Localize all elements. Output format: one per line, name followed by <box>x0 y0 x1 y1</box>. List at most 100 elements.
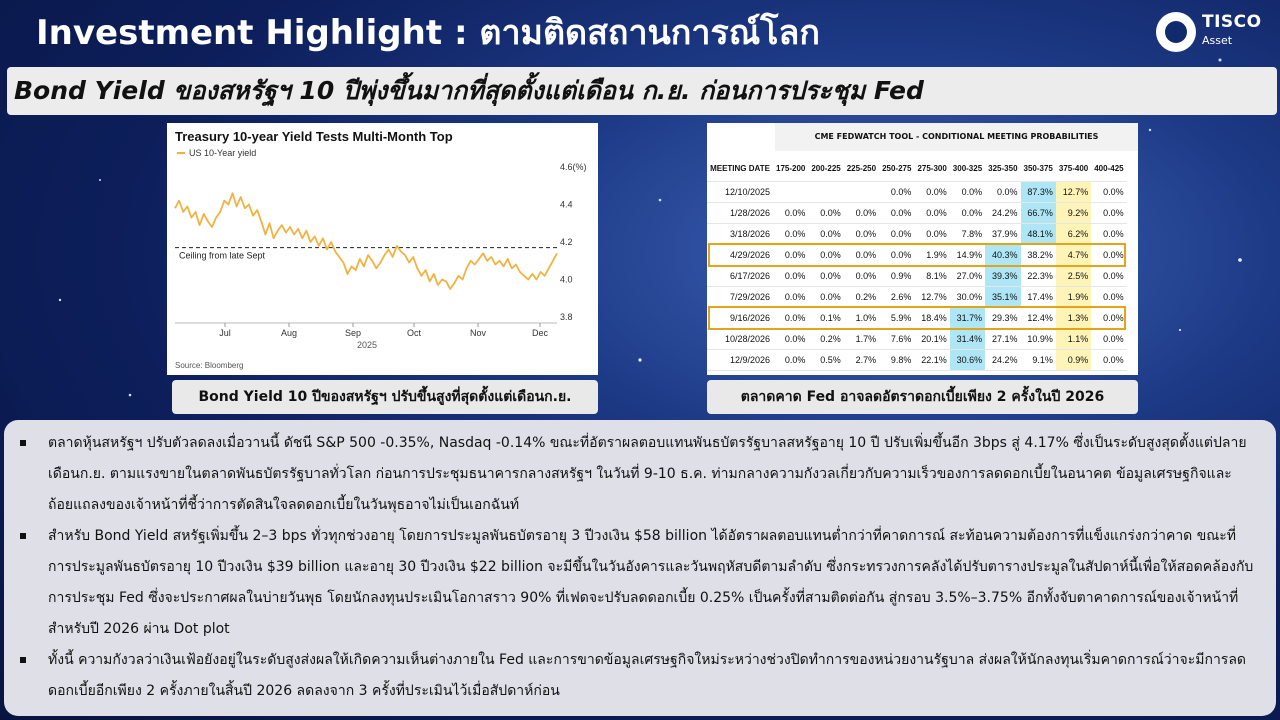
probability-cell: 2.6% <box>879 286 915 308</box>
probability-cell: 38.2% <box>1020 244 1056 266</box>
probability-cell: 22.3% <box>1020 265 1056 287</box>
probability-cell: 0.0% <box>879 223 915 245</box>
probability-cell: 12.7% <box>1055 181 1092 203</box>
fedwatch-column-header: 250-275 <box>879 155 915 182</box>
x-tick-label: Aug <box>281 328 297 338</box>
probability-cell: 0.0% <box>949 181 986 203</box>
fedwatch-row: 4/29/2026 0.0% 0.0% 0.0% 0.0% 1.9% 14.9% 40.3% 3… <box>707 244 1127 266</box>
probability-cell: 12.4% <box>1020 307 1056 329</box>
probability-cell: 0.0% <box>773 202 809 224</box>
probability-cell: 48.1% <box>1020 223 1056 245</box>
probability-cell <box>843 181 880 203</box>
meeting-date-cell: 6/17/2026 <box>707 265 773 287</box>
probability-cell: 27.1% <box>985 328 1021 350</box>
probability-cell: 10.9% <box>1020 328 1056 350</box>
logo-sub: Asset <box>1202 34 1233 47</box>
meeting-date-cell: 4/29/2026 <box>707 244 773 266</box>
fedwatch-table: MEETING DATE 175-200 200-225 225-250 250-275… <box>707 155 1127 371</box>
probability-cell: 24.2% <box>985 349 1021 371</box>
fedwatch-column-header: 175-200 <box>773 155 809 182</box>
bullet-item: ทั้งนี้ ความกังวลว่าเงินเฟ้อยังอยู่ในระด… <box>18 645 1256 707</box>
bullet-item: ตลาดหุ้นสหรัฐฯ ปรับตัวลดลงเมื่อวานนี้ ดั… <box>18 428 1256 521</box>
probability-cell: 66.7% <box>1020 202 1056 224</box>
probability-cell: 0.0% <box>1091 202 1127 224</box>
yield-chart-svg: Treasury 10-year Yield Tests Multi-Month… <box>174 129 587 370</box>
probability-cell: 0.0% <box>914 181 950 203</box>
probability-cell: 0.0% <box>1091 181 1127 203</box>
probability-cell: 0.0% <box>914 202 950 224</box>
probability-cell: 14.9% <box>949 244 986 266</box>
probability-cell: 1.3% <box>1055 307 1092 329</box>
probability-cell: 0.0% <box>1091 265 1127 287</box>
probability-cell: 0.0% <box>773 265 809 287</box>
fedwatch-title: CME FEDWATCH TOOL - CONDITIONAL MEETING … <box>775 123 1138 151</box>
headline-bar: Bond Yield ของสหรัฐฯ 10 ปีพุ่งขึ้นมากที่… <box>7 67 1277 115</box>
bullet-list: ตลาดหุ้นสหรัฐฯ ปรับตัวลดลงเมื่อวานนี้ ดั… <box>4 420 1276 716</box>
fedwatch-column-header: 275-300 <box>914 155 950 182</box>
fedwatch-row: 12/10/2025 0.0% 0.0% 0.0% 0.0% 87.3% 12.7% 0.0% <box>707 181 1127 203</box>
fedwatch-column-header: MEETING DATE <box>707 155 773 182</box>
probability-cell: 0.0% <box>773 223 809 245</box>
probability-cell: 35.1% <box>985 286 1021 308</box>
chart-title: Treasury 10-year Yield Tests Multi-Month… <box>175 129 453 144</box>
x-tick-label: Sep <box>345 328 361 338</box>
probability-cell: 0.0% <box>879 202 915 224</box>
fedwatch-column-header: 375-400 <box>1055 155 1092 182</box>
fedwatch-row: 9/16/2026 0.0% 0.1% 1.0% 5.9% 18.4% 31.7% 29.3%… <box>707 307 1127 329</box>
probability-cell: 2.5% <box>1055 265 1092 287</box>
probability-cell: 18.4% <box>914 307 950 329</box>
fedwatch-row: 10/28/2026 0.0% 0.2% 1.7% 7.6% 20.1% 31.4% 27.1… <box>707 328 1127 350</box>
probability-cell: 31.7% <box>949 307 986 329</box>
fedwatch-column-header: 325-350 <box>985 155 1021 182</box>
y-tick-label: 4.0 <box>560 275 573 285</box>
headline-text: Bond Yield ของสหรัฐฯ 10 ปีพุ่งขึ้นมากที่… <box>14 76 924 105</box>
probability-cell: 0.0% <box>1091 328 1127 350</box>
y-tick-label: 4.4 <box>560 200 573 210</box>
legend-label: US 10-Year yield <box>189 148 256 158</box>
bullet-item: สำหรับ Bond Yield สหรัฐเพิ่มขึ้น 2–3 bps… <box>18 521 1256 645</box>
x-year-label: 2025 <box>357 340 377 350</box>
probability-cell: 0.0% <box>1091 307 1127 329</box>
meeting-date-cell: 7/29/2026 <box>707 286 773 308</box>
probability-cell: 17.4% <box>1020 286 1056 308</box>
probability-cell: 0.1% <box>808 307 844 329</box>
probability-cell: 9.8% <box>879 349 915 371</box>
probability-cell: 12.7% <box>914 286 950 308</box>
probability-cell: 37.9% <box>985 223 1021 245</box>
probability-cell: 1.9% <box>914 244 950 266</box>
fedwatch-column-header: 400-425 <box>1091 155 1127 182</box>
reference-line-label: Ceiling from late Sept <box>179 251 266 261</box>
probability-cell: 9.2% <box>1055 202 1092 224</box>
probability-cell: 0.0% <box>1091 286 1127 308</box>
probability-cell: 1.1% <box>1055 328 1092 350</box>
yield-series-line <box>174 192 558 290</box>
y-unit-label: 4.6(%) <box>560 162 587 172</box>
x-tick-label: Nov <box>470 328 487 338</box>
probability-cell: 24.2% <box>985 202 1021 224</box>
probability-cell: 0.2% <box>843 286 880 308</box>
probability-cell: 20.1% <box>914 328 950 350</box>
meeting-date-cell: 3/18/2026 <box>707 223 773 245</box>
chart-caption: Bond Yield 10 ปีของสหรัฐฯ ปรับขึ้นสูงที่… <box>172 380 598 414</box>
probability-cell: 2.7% <box>843 349 880 371</box>
probability-cell: 8.1% <box>914 265 950 287</box>
probability-cell: 1.0% <box>843 307 880 329</box>
probability-cell: 27.0% <box>949 265 986 287</box>
meeting-date-cell: 12/10/2025 <box>707 181 773 203</box>
probability-cell: 31.4% <box>949 328 986 350</box>
probability-cell: 0.0% <box>879 181 915 203</box>
fedwatch-row: 6/17/2026 0.0% 0.0% 0.0% 0.9% 8.1% 27.0% 39.3% 2… <box>707 265 1127 287</box>
x-tick-label: Jul <box>219 328 231 338</box>
probability-cell: 0.0% <box>773 244 809 266</box>
yield-chart: Treasury 10-year Yield Tests Multi-Month… <box>167 123 598 375</box>
logo-name: TISCO <box>1202 12 1262 32</box>
probability-cell: 29.3% <box>985 307 1021 329</box>
fedwatch-column-header: 200-225 <box>808 155 844 182</box>
fedwatch-row: 3/18/2026 0.0% 0.0% 0.0% 0.0% 0.0% 7.8% 37.9% 48… <box>707 223 1127 245</box>
probability-cell: 87.3% <box>1020 181 1056 203</box>
page-title: Investment Highlight : ตามติดสถานการณ์โล… <box>36 13 820 53</box>
probability-cell: 39.3% <box>985 265 1021 287</box>
x-tick-label: Oct <box>407 328 422 338</box>
probability-cell: 0.0% <box>808 223 844 245</box>
probability-cell: 9.1% <box>1020 349 1056 371</box>
